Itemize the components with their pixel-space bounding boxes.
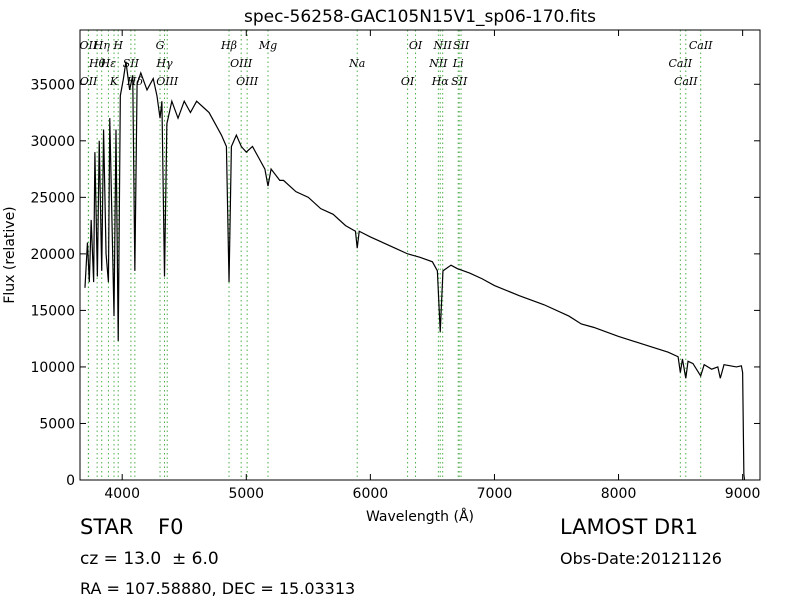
spectral-line-label: OIII	[230, 57, 253, 70]
spectral-line-label: Hγ	[155, 57, 173, 70]
spectral-line-label: Li	[452, 57, 464, 70]
y-tick-label: 25000	[30, 190, 75, 206]
spectral-line-label: G	[156, 39, 165, 52]
y-tick-label: 20000	[30, 247, 75, 263]
x-tick-label: 7000	[477, 486, 513, 502]
y-tick-label: 5000	[39, 416, 75, 432]
plot-frame	[79, 29, 761, 481]
y-tick-label: 0	[66, 473, 75, 489]
y-tick-label: 10000	[30, 360, 75, 376]
spectral-line-label: Mg	[258, 39, 277, 52]
x-tick-label: 5000	[228, 486, 264, 502]
spectral-line-label: OII	[79, 39, 97, 52]
spectral-line-label: OIII	[156, 75, 179, 88]
subclass: F0	[158, 515, 183, 539]
y-tick-label: 15000	[30, 303, 75, 319]
spectral-line-label: Hα	[431, 75, 450, 88]
y-tick-label: 35000	[30, 77, 75, 93]
x-tick-label: 9000	[725, 486, 761, 502]
survey: LAMOST DR1	[560, 515, 698, 539]
spectral-line-label: Na	[348, 57, 365, 70]
spectral-line-label: OII	[80, 75, 98, 88]
spectral-line-label: CaII	[674, 75, 698, 88]
x-tick-label: 6000	[353, 486, 389, 502]
spectral-line-label: CaII	[689, 39, 713, 52]
x-axis-label: Wavelength (Å)	[366, 508, 474, 525]
spectrum-line	[84, 61, 746, 481]
x-tick-label: 8000	[601, 486, 637, 502]
spectral-line-label: SII	[451, 75, 468, 88]
chart-title: spec-56258-GAC105N15V1_sp06-170.fits	[244, 7, 596, 27]
spectral-line-label: Hη	[93, 39, 111, 52]
spectral-line-label: NII	[428, 57, 448, 70]
spectral-line-label: CaII	[668, 57, 692, 70]
object-class: STAR	[80, 515, 133, 539]
y-axis-label: Flux (relative)	[2, 206, 18, 303]
spectral-line-label: Hβ	[220, 39, 237, 52]
spectral-line-label: K	[109, 75, 119, 88]
spectral-line-label: OI	[401, 75, 415, 88]
spectral-line-label: Hθ	[88, 57, 106, 70]
redshift: cz = 13.0 ± 6.0	[80, 549, 219, 569]
spectral-line-label: Hε	[100, 57, 117, 70]
spectral-line-label: NII	[433, 39, 453, 52]
coordinates: RA = 107.58880, DEC = 15.03313	[80, 579, 355, 598]
x-tick-label: 4000	[104, 486, 140, 502]
spectral-line-label: OI	[409, 39, 423, 52]
obs-date: Obs-Date:20121126	[560, 549, 722, 568]
spectral-line-label: SII	[453, 39, 470, 52]
spectral-line-label: H	[112, 39, 123, 52]
spectral-line-label: OIII	[236, 75, 259, 88]
y-tick-label: 30000	[30, 134, 75, 150]
